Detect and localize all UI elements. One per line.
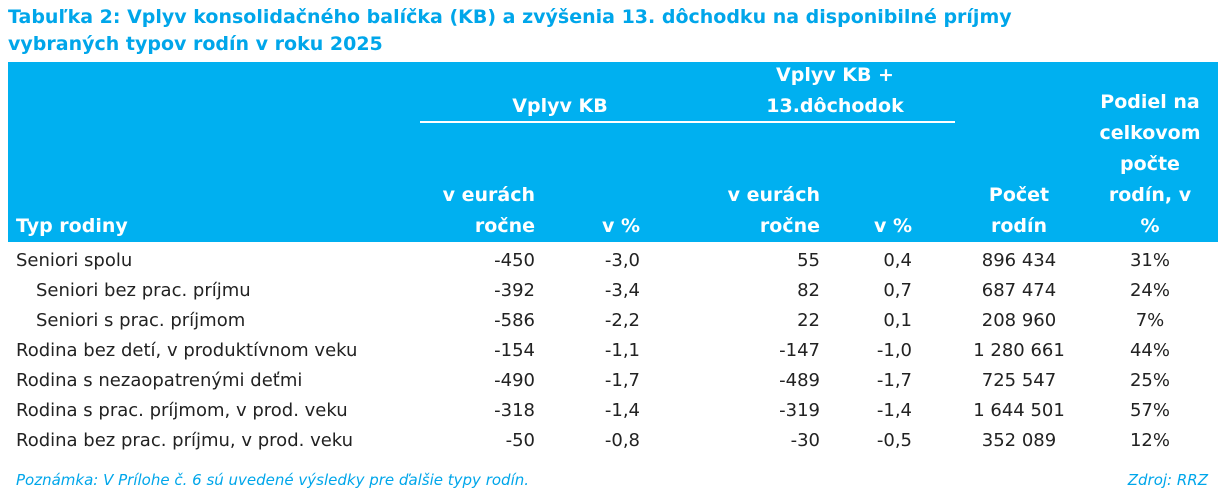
row-label: Rodina bez prac. príjmu, v prod. veku [16, 430, 354, 451]
cell: -2,2 [604, 310, 640, 331]
cell: -30 [790, 430, 820, 451]
column-header-line: celkovom [1099, 122, 1201, 144]
column-header-line: Typ rodiny [16, 215, 128, 237]
note: Poznámka: V Prílohe č. 6 sú uvedené výsl… [16, 471, 530, 489]
group-header: Vplyv KB [440, 91, 680, 122]
cell: -1,0 [876, 340, 912, 361]
column-header-line: Podiel na [1100, 91, 1200, 113]
column-header: v eurách ročne [420, 180, 535, 242]
row-label: Rodina s nezaopatrenými deťmi [16, 370, 303, 391]
cell: -318 [494, 400, 535, 421]
column-header-line: v eurách [727, 184, 820, 206]
cell: 57% [1129, 400, 1170, 421]
column-header-line: % [1140, 215, 1160, 237]
group-header: Vplyv KB + 13.dôchodok [715, 60, 955, 122]
source: Zdroj: RRZ [1127, 471, 1208, 489]
cell: 687 474 [981, 280, 1057, 301]
cell: 725 547 [981, 370, 1057, 391]
cell: -490 [494, 370, 535, 391]
column-header-line: v % [873, 215, 912, 237]
row-label: Seniori bez prac. príjmu [36, 280, 251, 301]
group-header-line: 13.dôchodok [766, 95, 904, 117]
cell: -392 [494, 280, 535, 301]
column-header: Typ rodiny [16, 211, 416, 242]
column-header: v % [560, 211, 640, 242]
cell: -586 [494, 310, 535, 331]
cell: -450 [494, 250, 535, 271]
cell: -1,4 [876, 400, 912, 421]
cell: 0,4 [883, 250, 912, 271]
cell: -50 [505, 430, 535, 451]
cell: 12% [1129, 430, 1170, 451]
cell: -3,4 [604, 280, 640, 301]
header-band [8, 62, 1218, 242]
column-header-line: v eurách [442, 184, 535, 206]
cell: 31% [1129, 250, 1170, 271]
group-header-line: Vplyv KB [512, 95, 608, 117]
cell: -154 [494, 340, 535, 361]
row-label: Rodina bez detí, v produktívnom veku [16, 340, 358, 361]
column-header-line: rodín [990, 215, 1048, 237]
column-header-line: ročne [474, 215, 535, 237]
cell: -0,5 [876, 430, 912, 451]
cell: 22 [797, 310, 820, 331]
cell: 1 280 661 [973, 340, 1065, 361]
group-header-line: Vplyv KB + [776, 64, 894, 86]
cell: 896 434 [981, 250, 1057, 271]
cell: 1 644 501 [973, 400, 1065, 421]
title-line: vybraných typov rodín v roku 2025 [8, 33, 383, 55]
column-header-line: ročne [759, 215, 820, 237]
row-label: Seniori s prac. príjmom [36, 310, 246, 331]
group-rule [420, 121, 955, 123]
cell: 25% [1129, 370, 1170, 391]
column-header: Počet rodín [960, 180, 1078, 242]
cell: 7% [1135, 310, 1165, 331]
cell: -1,1 [604, 340, 640, 361]
cell: -0,8 [604, 430, 640, 451]
cell: 352 089 [981, 430, 1057, 451]
column-header-line: počte [1120, 153, 1180, 175]
cell: -1,7 [604, 370, 640, 391]
row-label: Seniori spolu [16, 250, 133, 271]
cell: 24% [1129, 280, 1170, 301]
cell: -3,0 [604, 250, 640, 271]
cell: -1,7 [876, 370, 912, 391]
cell: -1,4 [604, 400, 640, 421]
cell: -147 [779, 340, 820, 361]
column-header-line: v % [601, 215, 640, 237]
row-label: Rodina s prac. príjmom, v prod. veku [16, 400, 348, 421]
cell: -489 [779, 370, 820, 391]
cell: 55 [797, 250, 820, 271]
title-line: Tabuľka 2: Vplyv konsolidačného balíčka … [8, 6, 1012, 28]
column-header-line: rodín, v [1108, 184, 1192, 206]
cell: 82 [797, 280, 820, 301]
column-header-line: Počet [988, 184, 1050, 206]
column-header: Podiel na celkovom počte rodín, v% [1090, 87, 1210, 242]
cell: 0,7 [883, 280, 912, 301]
column-header: v eurách ročne [700, 180, 820, 242]
column-header: v % [840, 211, 912, 242]
cell: -319 [779, 400, 820, 421]
cell: 0,1 [883, 310, 912, 331]
cell: 208 960 [981, 310, 1057, 331]
cell: 44% [1129, 340, 1170, 361]
